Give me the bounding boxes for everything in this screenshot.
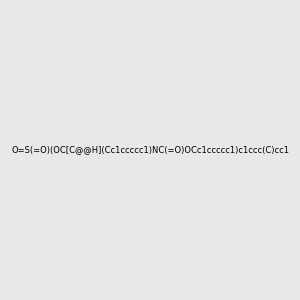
Text: O=S(=O)(OC[C@@H](Cc1ccccc1)NC(=O)OCc1ccccc1)c1ccc(C)cc1: O=S(=O)(OC[C@@H](Cc1ccccc1)NC(=O)OCc1ccc… bbox=[11, 146, 289, 154]
